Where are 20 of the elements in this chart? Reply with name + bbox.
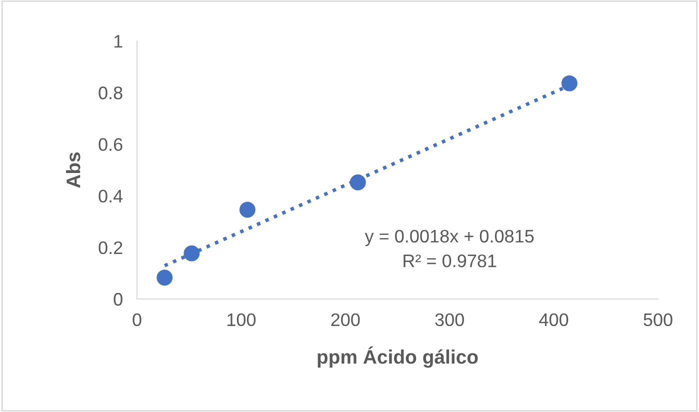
x-tick-label: 300 (435, 313, 464, 326)
point (561, 75, 578, 92)
point (350, 174, 366, 190)
y-tick-label: 0.8 (98, 86, 122, 100)
x-tick-label: 200 (331, 313, 360, 326)
x-axis-title: ppm Ácido gálico (318, 346, 478, 368)
y-tick-label: 0 (114, 292, 122, 306)
x-tick-label: 400 (539, 313, 568, 326)
point (239, 202, 256, 218)
x-tick-label: 500 (644, 313, 672, 326)
point (184, 245, 200, 262)
y-axis-title: Abs (66, 152, 80, 188)
y-tick-label: 0.4 (98, 190, 123, 203)
annotation: y = 0.0018x + 0.0815 R² = 0.9781 (364, 230, 534, 268)
y-tick-label: 0.2 (98, 241, 122, 254)
x-tick-label: 100 (228, 313, 256, 326)
x-tick-label: 0 (132, 313, 142, 326)
point (156, 270, 173, 286)
y-tick-label: 0.6 (98, 138, 122, 151)
y-tick-label: 1 (114, 35, 122, 48)
